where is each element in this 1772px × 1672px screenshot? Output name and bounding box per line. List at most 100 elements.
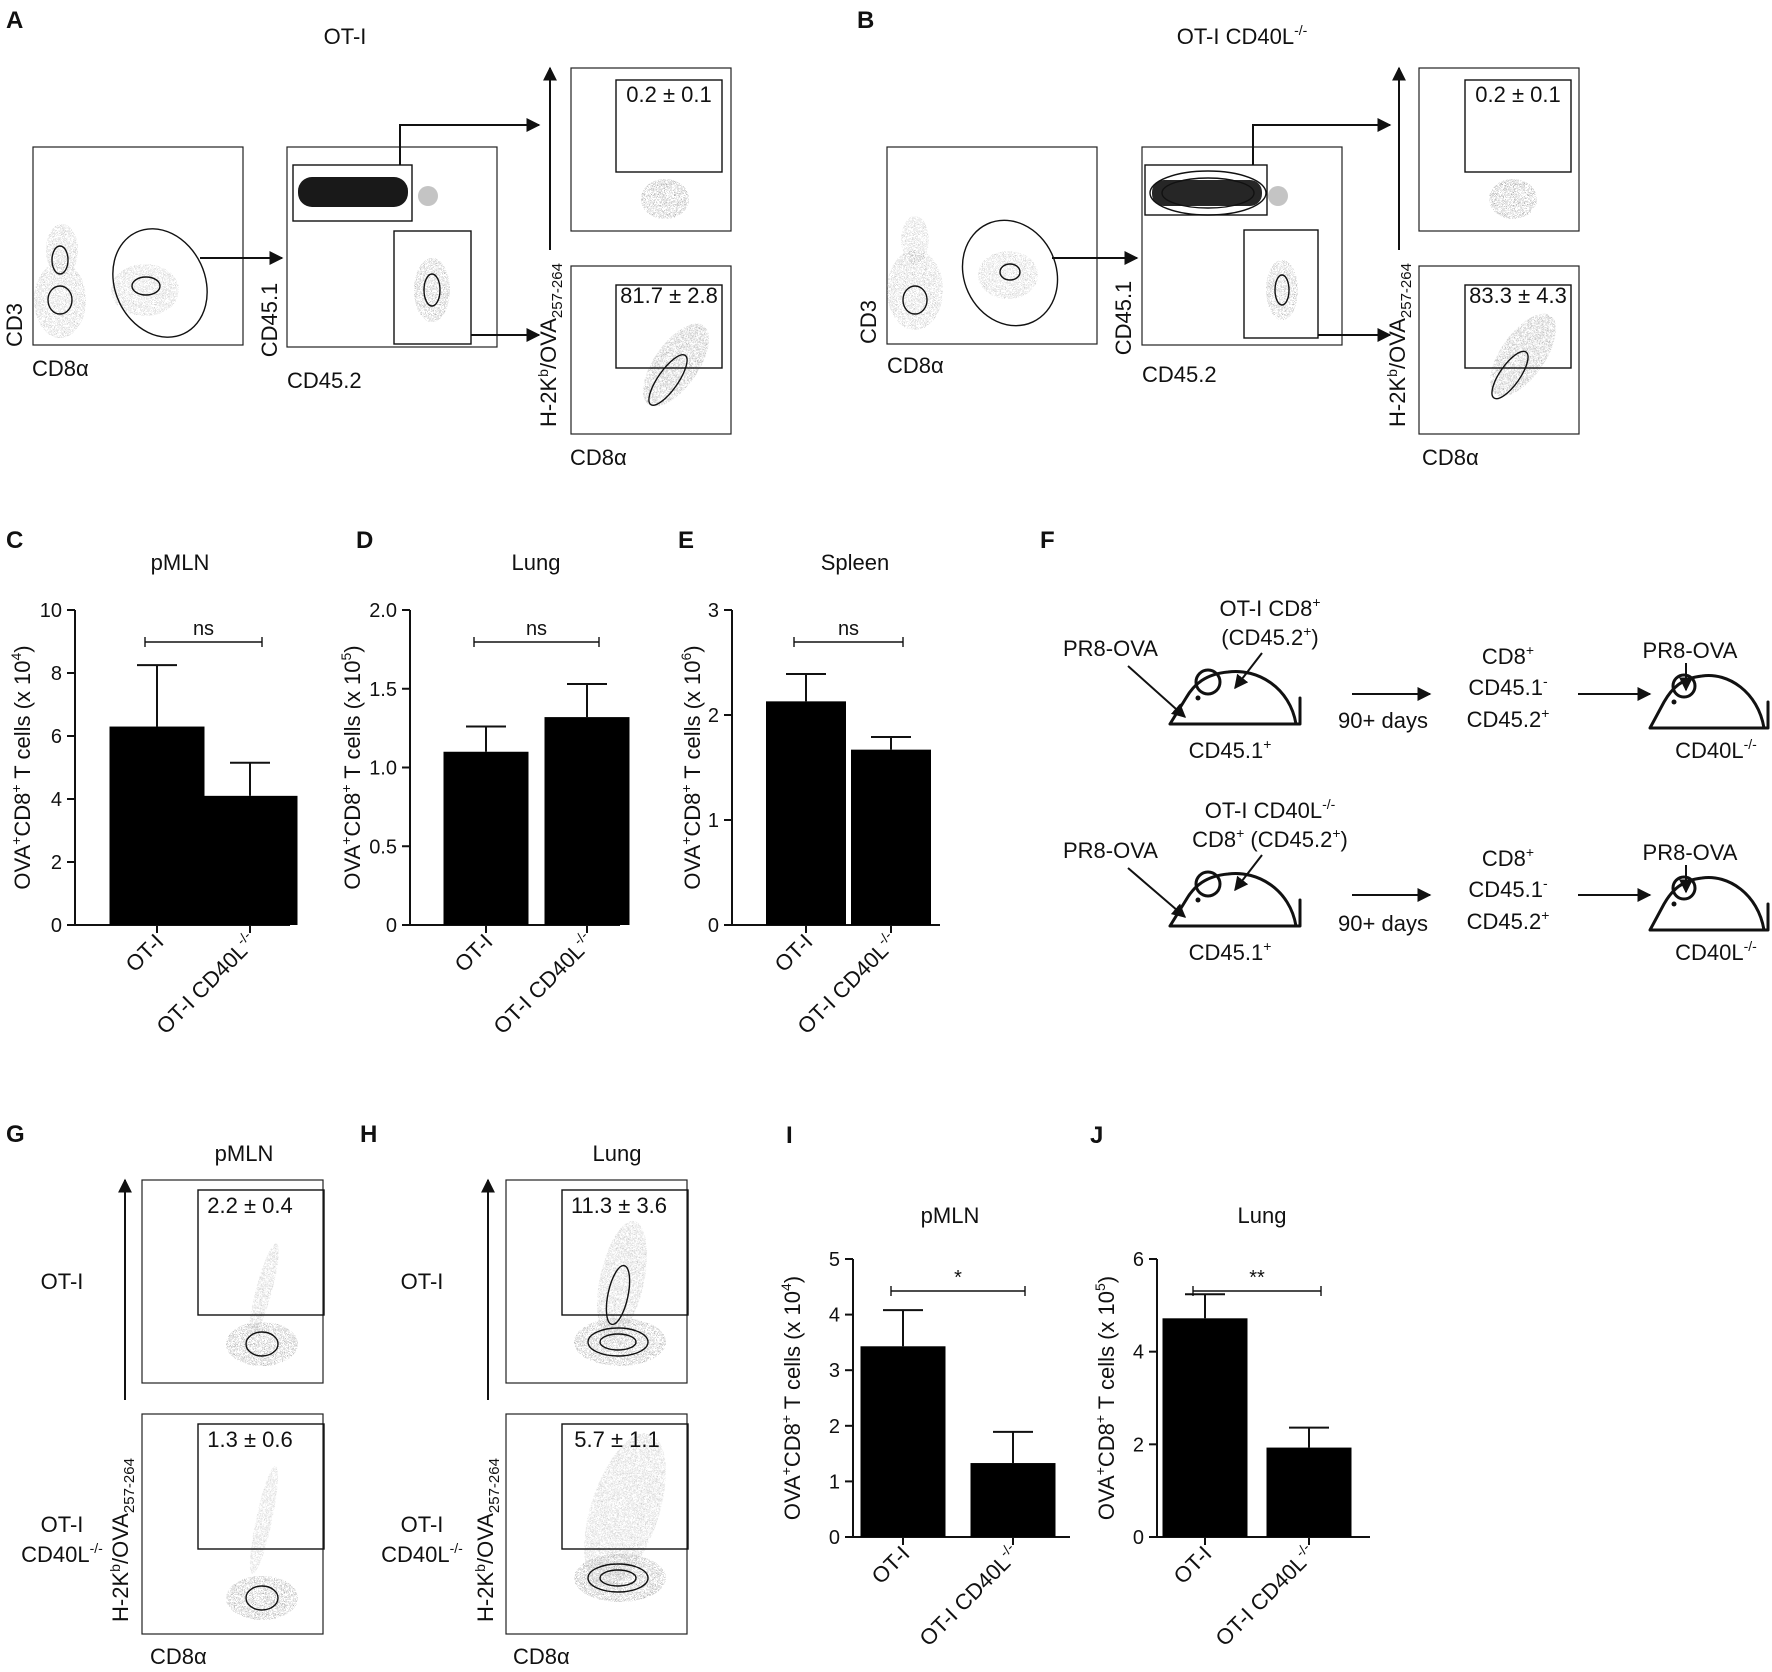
pheno-r1-cd8: CD8+ (1482, 642, 1534, 669)
bar-chart-j: J Lung 0 2 4 6 OVA+CD8+ T cells (x 105) OT-IOT… (1090, 1122, 1370, 1651)
y-tick-label-i-3: 3 (829, 1360, 840, 1382)
row-label-h-top: OT-I (401, 1269, 444, 1294)
y-tick-label-c-0: 0 (51, 915, 62, 937)
gate-cd452-b (1243, 229, 1319, 339)
final-r2: CD40L-/- (1675, 938, 1757, 965)
panel-letter-b: B (857, 7, 874, 34)
y-tick-label-i-0: 0 (829, 1527, 840, 1549)
y-tick-label-d-3: 1.5 (369, 679, 397, 701)
y-axis-label-e: OVA+CD8+ T cells (x 106) (678, 645, 705, 889)
bar-chart-d: D Lung 0 0.5 1.0 1.5 2.0 OVA+CD8+ T cells (x 1… (338, 527, 630, 1039)
xlabel-cd452-b: CD45.2 (1142, 362, 1217, 387)
bar-e-1 (851, 749, 931, 925)
virus-label-r2b: PR8-OVA (1643, 840, 1738, 865)
y-axis-label-d: OVA+CD8+ T cells (x 105) (338, 645, 365, 889)
donor-arrow-r1 (1234, 652, 1263, 690)
ylabel-h2kb-h: H-2Kb/OVA257-264 (472, 1458, 503, 1622)
ylabel-h2kb-a: H-2Kb/OVA257-264 (535, 263, 566, 427)
gate-ova-h-bottom (561, 1423, 689, 1550)
flow-plot-a2 (286, 146, 498, 348)
y-tick-label-d-1: 0.5 (369, 836, 397, 858)
y-tick-label-c-1: 2 (51, 852, 62, 874)
flow-density-g-top (226, 1243, 298, 1366)
chart-title-e: Spleen (821, 550, 890, 575)
virus-label-r1b: PR8-OVA (1643, 638, 1738, 663)
xlabel-cd8a-h: CD8α (513, 1644, 570, 1669)
chart-title-c: pMLN (151, 550, 210, 575)
flow-density-b3-top (1489, 179, 1537, 219)
y-tick-label-e-2: 2 (708, 705, 719, 727)
y-tick-label-c-3: 6 (51, 726, 62, 748)
bar-d-0 (443, 751, 529, 925)
gate-value-h-bottom: 5.7 ± 1.1 (574, 1427, 659, 1452)
mouse-icon-final-r2 (1648, 875, 1770, 932)
panel-a-title: OT-I (324, 24, 367, 49)
panel-b-title: OT-I CD40L-/- (1177, 22, 1308, 49)
days-r2: 90+ days (1338, 911, 1428, 936)
arrow-a2-a3top (399, 118, 541, 165)
bar-c-1 (202, 795, 298, 925)
flow-density-g-bottom (226, 1466, 298, 1620)
flow-density-a2 (298, 177, 450, 322)
flow-plot-g-bottom (141, 1413, 324, 1635)
gate-ova-h-top (561, 1189, 689, 1316)
flow-plot-b1 (886, 146, 1098, 345)
sig-label-i: * (954, 1267, 962, 1289)
y-tick-label-c-5: 10 (40, 600, 62, 622)
y-tick-label-j-3: 6 (1133, 1249, 1144, 1271)
gate-value-b-bottom: 83.3 ± 4.3 (1469, 283, 1567, 308)
virus-label-r1: PR8-OVA (1063, 636, 1158, 661)
gate-value-a-bottom: 81.7 ± 2.8 (620, 283, 718, 308)
panel-f-schematic: F PR8-OVA OT-I CD8+ (CD45.2+) CD45.1+ 90… (1040, 527, 1770, 965)
donor-r2-line1: OT-I CD40L-/- (1205, 796, 1336, 823)
pheno-r1-cd452: CD45.2+ (1467, 705, 1550, 732)
category-label-i-1: OT-I CD40L-/- (913, 1539, 1025, 1651)
chart-title-d: Lung (512, 550, 561, 575)
ylabel-cd3-a: CD3 (2, 303, 27, 347)
flow-plot-b3-top (1418, 67, 1580, 232)
pheno-r2-cd451: CD45.1- (1468, 875, 1548, 902)
ylabel-h2kb-g: H-2Kb/OVA257-264 (107, 1458, 138, 1622)
panel-letter-c: C (6, 527, 23, 554)
panel-letter-f: F (1040, 527, 1055, 554)
flow-plot-g-top (141, 1179, 324, 1384)
pheno-r2-cd452: CD45.2+ (1467, 907, 1550, 934)
flow-plot-b2 (1141, 146, 1343, 346)
xlabel-cd8a-b1: CD8α (887, 353, 944, 378)
y-axis-label-c: OVA+CD8+ T cells (x 104) (8, 645, 35, 889)
gate-ova-b-top (1464, 79, 1572, 173)
gate-value-h-top: 11.3 ± 3.6 (571, 1193, 667, 1218)
final-r1: CD40L-/- (1675, 736, 1757, 763)
ylabel-h2kb-b: H-2Kb/OVA257-264 (1384, 263, 1415, 427)
panel-letter-i: I (786, 1122, 793, 1149)
y-tick-label-c-2: 4 (51, 789, 62, 811)
y-tick-label-e-0: 0 (708, 915, 719, 937)
y-tick-label-j-1: 2 (1133, 1434, 1144, 1456)
sig-label-j: ** (1249, 1267, 1265, 1289)
panel-letter-e: E (678, 527, 694, 554)
flow-plot-a3-top (570, 67, 732, 232)
mouse-icon-final-r1 (1648, 673, 1770, 730)
y-axis-label-i: OVA+CD8+ T cells (x 104) (778, 1276, 805, 1520)
gate-cd451-b (1144, 164, 1268, 216)
category-label-c-1: OT-I CD40L-/- (150, 927, 262, 1039)
bar-i-0 (860, 1346, 946, 1537)
category-label-c-0: OT-I (121, 929, 169, 977)
flow-density-b2 (1149, 170, 1298, 320)
xlabel-cd8a-a3: CD8α (570, 445, 627, 470)
donor-r1-line2: (CD45.2+) (1221, 623, 1318, 650)
flow-density-b1 (887, 216, 1038, 330)
gate-cd8-a (112, 228, 208, 338)
y-axis-label-j: OVA+CD8+ T cells (x 105) (1092, 1276, 1119, 1520)
panel-letter-a: A (6, 7, 23, 34)
donor-r2-line2: CD8+ (CD45.2+) (1192, 825, 1348, 852)
row-label-g-bottom-2: CD40L-/- (21, 1540, 103, 1567)
bar-chart-c: C pMLN 0 2 4 6 8 10 OVA+CD8+ T cells (x 104) OT-… (6, 527, 298, 1039)
panel-letter-j: J (1090, 1122, 1103, 1149)
ylabel-cd451-a: CD45.1 (257, 283, 282, 358)
panel-g-title: pMLN (215, 1141, 274, 1166)
y-tick-label-i-5: 5 (829, 1249, 840, 1271)
flow-density-a3-bottom (643, 323, 709, 407)
pheno-r1-cd451: CD45.1- (1468, 673, 1548, 700)
